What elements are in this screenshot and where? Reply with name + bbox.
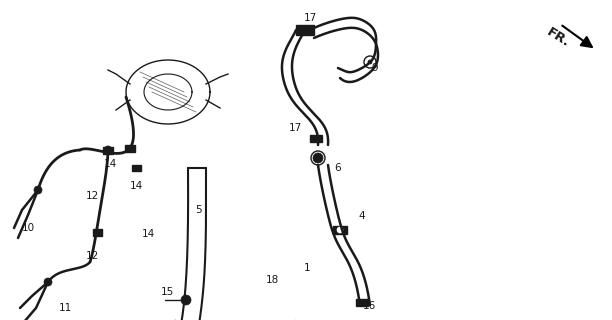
Text: 17: 17: [304, 13, 316, 23]
Bar: [92, 228, 102, 236]
Text: 14: 14: [103, 159, 117, 169]
Bar: [125, 145, 135, 151]
Circle shape: [337, 227, 343, 233]
Bar: [132, 165, 141, 171]
Text: 10: 10: [21, 223, 34, 233]
Text: 17: 17: [288, 123, 302, 133]
Circle shape: [34, 186, 42, 194]
Bar: [296, 25, 314, 35]
Text: 12: 12: [86, 191, 99, 201]
Text: FR.: FR.: [544, 26, 572, 50]
Text: 4: 4: [359, 211, 365, 221]
Text: 6: 6: [335, 163, 341, 173]
Text: 15: 15: [160, 287, 174, 297]
Bar: [310, 134, 322, 141]
Text: 11: 11: [58, 303, 72, 313]
Text: 16: 16: [362, 301, 376, 311]
Circle shape: [313, 153, 323, 163]
Bar: [356, 299, 368, 306]
Text: 5: 5: [195, 205, 201, 215]
Text: 1: 1: [304, 263, 310, 273]
Text: 9: 9: [371, 63, 378, 73]
Circle shape: [368, 60, 372, 64]
Circle shape: [104, 146, 112, 154]
Bar: [333, 226, 347, 234]
Text: 14: 14: [141, 229, 155, 239]
Text: 14: 14: [129, 181, 143, 191]
Text: 12: 12: [86, 251, 99, 261]
Bar: [103, 147, 113, 154]
Circle shape: [44, 278, 52, 286]
Circle shape: [181, 295, 191, 305]
Text: 18: 18: [266, 275, 278, 285]
